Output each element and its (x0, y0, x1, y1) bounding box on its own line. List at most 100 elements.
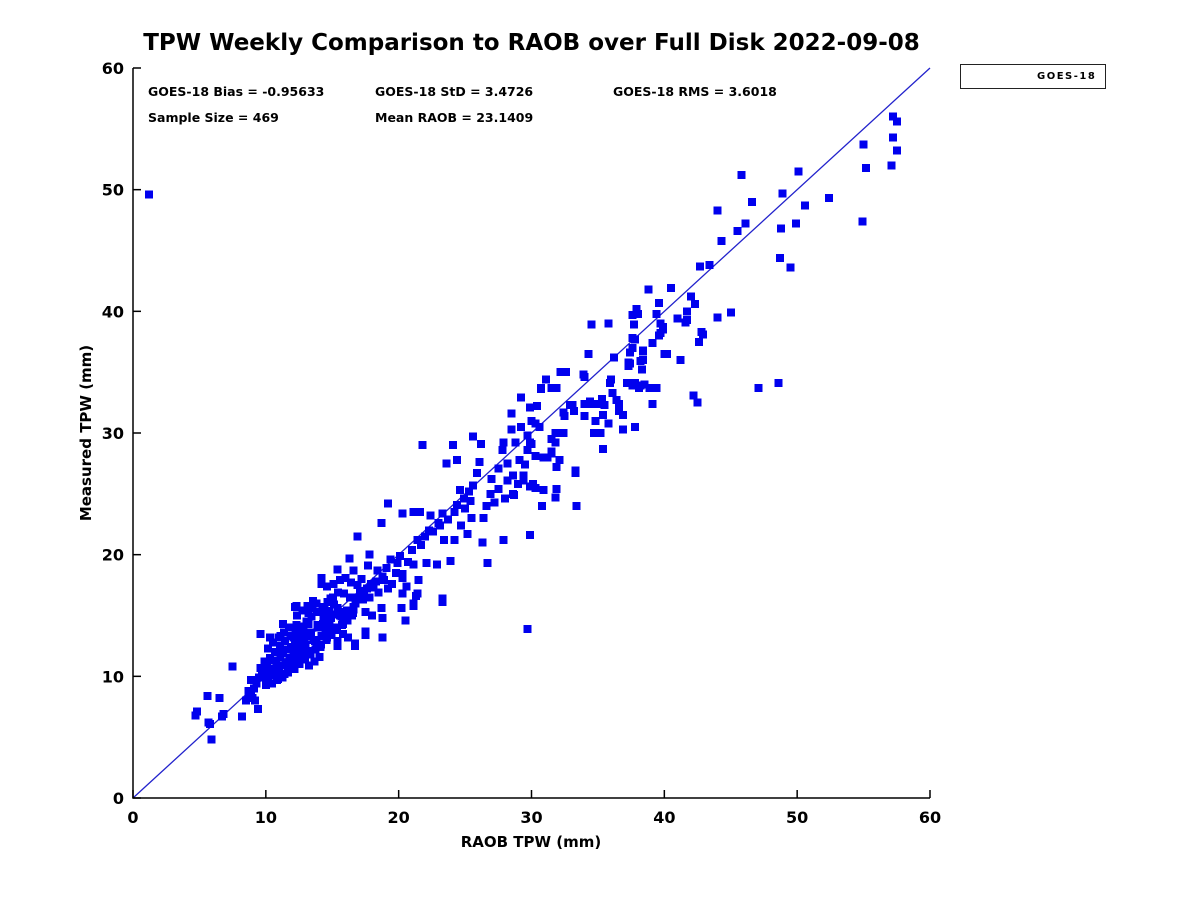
scatter-point (269, 671, 278, 680)
scatter-point (455, 486, 464, 495)
scatter-point (648, 399, 657, 408)
scatter-point (648, 338, 657, 347)
scatter-point (892, 146, 901, 155)
scatter-point (519, 476, 528, 485)
scatter-point (434, 519, 443, 528)
scatter-point (494, 464, 503, 473)
scatter-point (353, 532, 362, 541)
scatter-point (324, 607, 333, 616)
scatter-point (357, 575, 366, 583)
scatter-point (568, 401, 577, 410)
scatter-point (645, 383, 654, 392)
scatter-point (520, 460, 529, 469)
scatter-point (615, 399, 624, 408)
scatter-point (279, 628, 288, 637)
scatter-point (659, 323, 668, 332)
scatter-point (263, 674, 272, 683)
scatter-point (393, 559, 402, 568)
scatter-point (299, 626, 308, 635)
scatter-point (298, 606, 307, 615)
scatter-point (365, 550, 374, 559)
scatter-point (483, 559, 492, 568)
scatter-point (329, 579, 338, 588)
scatter-point (631, 422, 640, 431)
scatter-point (551, 429, 560, 437)
scatter-point (318, 620, 327, 629)
legend: GOES-18 (960, 64, 1106, 89)
scatter-point (508, 489, 517, 498)
scatter-point (333, 641, 342, 650)
scatter-point (330, 600, 339, 609)
scatter-point (203, 691, 212, 700)
scatter-point (291, 602, 300, 611)
scatter-point (286, 632, 295, 641)
scatter-point (741, 219, 750, 228)
scatter-point (619, 425, 628, 434)
scatter-point (442, 459, 451, 468)
scatter-point (362, 584, 371, 593)
scatter-point (421, 532, 430, 541)
scatter-point (629, 320, 638, 329)
scatter-point (328, 593, 337, 602)
scatter-point (252, 679, 261, 688)
scatter-point (696, 262, 705, 271)
scatter-point (628, 310, 637, 319)
scatter-point (249, 684, 258, 693)
scatter-point (523, 624, 532, 633)
scatter-point (443, 515, 452, 524)
scatter-point (409, 560, 418, 569)
scatter-point (539, 453, 548, 462)
scatter-point (459, 494, 468, 503)
scatter-point (356, 587, 365, 596)
x-axis-label: RAOB TPW (mm) (460, 833, 602, 851)
scatter-point (299, 634, 308, 643)
scatter-point (261, 680, 270, 689)
scatter-point (652, 383, 661, 392)
scatter-point (486, 489, 495, 498)
scatter-point (294, 631, 303, 640)
scatter-point (345, 554, 354, 563)
scatter-point (737, 171, 746, 180)
scatter-point (511, 438, 520, 447)
scatter-point (317, 579, 326, 588)
scatter-point (352, 593, 361, 602)
scatter-point (519, 471, 528, 480)
scatter-point (295, 660, 304, 669)
scatter-point (466, 497, 475, 506)
scatter-point (287, 643, 296, 652)
scatter-point (309, 635, 318, 644)
scatter-point (587, 320, 596, 329)
scatter-point (256, 629, 265, 638)
scatter-point (689, 391, 698, 400)
scatter-point (526, 438, 535, 447)
scatter-point (597, 394, 606, 403)
scatter-point (346, 578, 355, 587)
scatter-point (401, 616, 410, 625)
scatter-point (862, 163, 871, 172)
scatter-point (361, 630, 370, 639)
scatter-point (482, 502, 491, 510)
scatter-point (503, 459, 512, 468)
scatter-point (388, 579, 397, 588)
scatter-point (317, 632, 326, 641)
scatter-point (676, 356, 685, 364)
scatter-point (353, 581, 362, 590)
scatter-point (463, 529, 472, 538)
scatter-point (338, 629, 347, 638)
scatter-point (279, 620, 288, 629)
scatter-point (265, 633, 274, 642)
x-tick-label: 20 (388, 808, 410, 827)
scatter-point (398, 589, 407, 598)
scatter-point (291, 627, 300, 636)
scatter-point (682, 307, 691, 316)
scatter-point (623, 379, 632, 388)
scatter-point (449, 441, 458, 450)
scatter-point (552, 383, 561, 392)
scatter-point (438, 598, 447, 607)
scatter-point (315, 652, 324, 661)
scatter-point (591, 416, 600, 425)
scatter-point (308, 596, 317, 605)
scatter-point (467, 514, 476, 523)
scatter-point (279, 649, 288, 658)
scatter-point (293, 611, 302, 620)
